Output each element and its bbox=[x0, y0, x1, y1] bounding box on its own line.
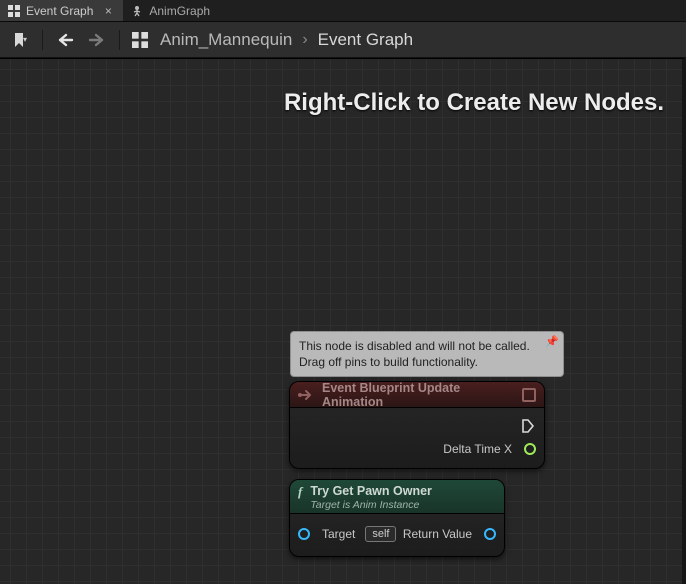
breadcrumb-root[interactable]: Anim_Mannequin bbox=[160, 30, 292, 50]
node-title: Try Get Pawn Owner bbox=[310, 484, 432, 498]
separator bbox=[42, 30, 43, 50]
pin-label: Return Value bbox=[403, 527, 472, 541]
nav-forward-button[interactable] bbox=[83, 27, 111, 53]
node-event-blueprint-update-animation[interactable]: Event Blueprint Update Animation Delta T… bbox=[289, 381, 545, 469]
exec-output-pin[interactable] bbox=[520, 418, 536, 434]
canvas-hint: Right-Click to Create New Nodes. bbox=[284, 89, 664, 117]
tab-event-graph[interactable]: Event Graph × bbox=[0, 0, 123, 21]
tab-label: Event Graph bbox=[26, 4, 93, 18]
event-icon bbox=[298, 387, 314, 403]
tooltip-line: This node is disabled and will not be ca… bbox=[299, 339, 530, 353]
close-icon[interactable]: × bbox=[103, 6, 113, 16]
separator bbox=[119, 30, 120, 50]
graph-icon bbox=[8, 5, 20, 17]
graph-root-button[interactable] bbox=[128, 27, 152, 53]
exec-pin-icon bbox=[520, 418, 536, 434]
pin-label: Delta Time X bbox=[443, 442, 512, 456]
node-body: Target self Return Value bbox=[290, 514, 504, 552]
chevron-right-icon: › bbox=[302, 31, 307, 49]
pin-label: Target bbox=[322, 527, 355, 541]
node-subtitle: Target is Anim Instance bbox=[310, 499, 432, 511]
node-header[interactable]: f Try Get Pawn Owner Target is Anim Inst… bbox=[290, 480, 504, 514]
target-input-pin[interactable]: Target self bbox=[298, 526, 396, 542]
node-body: Delta Time X bbox=[290, 408, 544, 466]
node-tooltip: 📌 This node is disabled and will not be … bbox=[290, 331, 564, 377]
bookmark-button[interactable]: ▾ bbox=[6, 27, 34, 53]
function-icon: f bbox=[298, 484, 302, 500]
chevron-down-icon: ▾ bbox=[23, 35, 27, 44]
object-pin-icon bbox=[298, 528, 310, 540]
tab-anim-graph[interactable]: AnimGraph bbox=[123, 0, 220, 21]
node-title-wrap: Try Get Pawn Owner Target is Anim Instan… bbox=[310, 484, 432, 511]
tab-label: AnimGraph bbox=[149, 4, 210, 18]
toolbar: ▾ Anim_Mannequin › Event Graph bbox=[0, 22, 686, 58]
tooltip-line: Drag off pins to build functionality. bbox=[299, 355, 478, 369]
return-value-output-pin[interactable]: Return Value bbox=[403, 527, 496, 541]
graph-canvas[interactable]: Right-Click to Create New Nodes. 📌 This … bbox=[0, 58, 686, 584]
anim-icon bbox=[131, 5, 143, 17]
breadcrumb-leaf[interactable]: Event Graph bbox=[318, 30, 413, 50]
node-title: Event Blueprint Update Animation bbox=[322, 381, 514, 409]
object-pin-icon bbox=[484, 528, 496, 540]
event-badge-icon bbox=[522, 388, 536, 402]
float-pin-icon bbox=[524, 443, 536, 455]
nav-back-button[interactable] bbox=[51, 27, 79, 53]
pin-icon[interactable]: 📌 bbox=[545, 335, 559, 350]
self-default: self bbox=[365, 526, 396, 542]
node-header[interactable]: Event Blueprint Update Animation bbox=[290, 382, 544, 408]
node-try-get-pawn-owner[interactable]: f Try Get Pawn Owner Target is Anim Inst… bbox=[289, 479, 505, 557]
breadcrumb: Anim_Mannequin › Event Graph bbox=[160, 30, 413, 50]
tab-bar: Event Graph × AnimGraph bbox=[0, 0, 686, 22]
delta-time-output-pin[interactable]: Delta Time X bbox=[443, 442, 536, 456]
